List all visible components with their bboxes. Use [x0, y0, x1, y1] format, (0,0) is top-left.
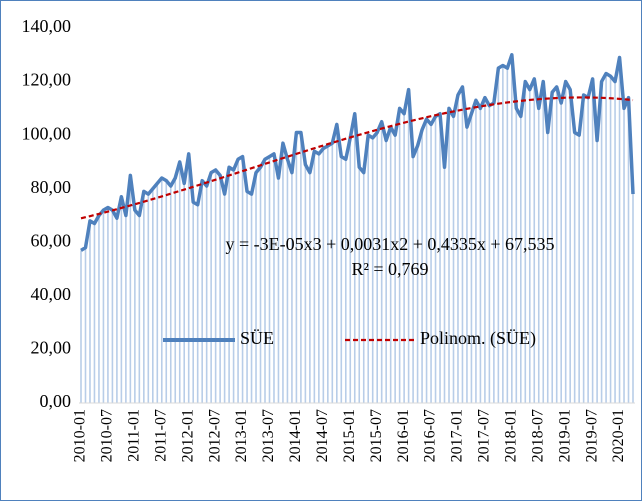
x-tick-label: 2015-01 — [341, 409, 358, 462]
x-tick-label: 2014-07 — [314, 409, 331, 462]
x-tick-label: 2013-07 — [260, 409, 277, 462]
x-tick-label: 2012-01 — [179, 409, 196, 462]
x-tick-label: 2016-01 — [395, 409, 412, 462]
y-tick-label: 80,00 — [31, 177, 72, 197]
trend-equation: y = -3E-05x3 + 0,0031x2 + 0,4335x + 67,5… — [225, 234, 554, 254]
x-tick-label: 2018-07 — [529, 409, 546, 462]
y-tick-label: 120,00 — [22, 70, 72, 90]
y-tick-label: 100,00 — [22, 123, 72, 143]
y-tick-label: 20,00 — [31, 338, 72, 358]
x-tick-label: 2016-07 — [422, 409, 439, 462]
x-tick-label: 2020-01 — [610, 409, 627, 462]
x-tick-label: 2017-01 — [449, 409, 466, 462]
x-tick-label: 2015-07 — [368, 409, 385, 462]
x-tick-label: 2010-01 — [72, 409, 89, 462]
x-tick-label: 2018-01 — [503, 409, 520, 462]
x-tick-label: 2019-07 — [583, 409, 600, 462]
x-tick-label: 2017-07 — [476, 409, 493, 462]
trendline — [80, 96, 634, 220]
x-tick-label: 2011-07 — [152, 409, 169, 462]
x-tick-label: 2012-07 — [206, 409, 223, 462]
x-tick-label: 2019-01 — [556, 409, 573, 462]
y-tick-label: 0,00 — [40, 391, 72, 411]
series-line — [80, 53, 635, 252]
x-tick-label: 2010-07 — [99, 409, 116, 462]
y-tick-label: 140,00 — [22, 16, 72, 36]
legend-label: SÜE — [240, 328, 274, 348]
x-tick-label: 2013-01 — [233, 409, 250, 462]
trend-r2: R² = 0,769 — [351, 259, 428, 279]
x-tick-label: 2011-01 — [126, 409, 143, 462]
x-tick-label: 2014-01 — [287, 409, 304, 462]
legend-label: Polinom. (SÜE) — [420, 328, 536, 349]
y-tick-label: 40,00 — [31, 284, 72, 304]
y-tick-label: 60,00 — [31, 230, 72, 250]
